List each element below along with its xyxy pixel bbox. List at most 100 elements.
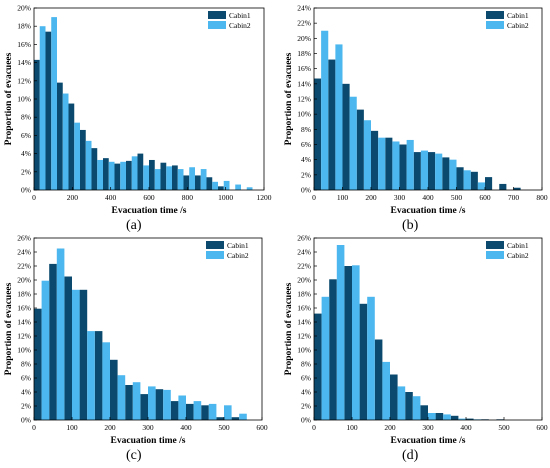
bar-cabin2 xyxy=(102,342,110,420)
y-tick-label: 20% xyxy=(17,4,31,13)
x-tick-label: 300 xyxy=(142,423,154,432)
bar-cabin2 xyxy=(143,165,149,190)
legend-swatch-cabin2 xyxy=(206,251,224,259)
x-tick-label: 1000 xyxy=(218,193,233,202)
bar-cabin2 xyxy=(72,289,80,420)
y-tick-label: 14% xyxy=(297,79,311,88)
x-tick-label: 600 xyxy=(479,193,491,202)
y-tick-label: 22% xyxy=(297,262,311,271)
bar-cabin1 xyxy=(140,394,148,420)
bar-cabin2 xyxy=(367,296,375,420)
y-tick-label: 18% xyxy=(297,290,311,299)
bar-cabin2 xyxy=(193,401,202,420)
legend-label-cabin2: Cabin2 xyxy=(507,21,529,30)
y-tick-label: 2% xyxy=(21,167,31,176)
bar-cabin2 xyxy=(74,122,80,190)
bar-cabin1 xyxy=(91,148,98,190)
y-tick-label: 0% xyxy=(301,186,311,195)
bar-cabin1 xyxy=(513,187,521,190)
y-tick-label: 24% xyxy=(17,248,31,257)
bar-cabin1 xyxy=(216,417,224,420)
x-axis-label: Evacuation time /s xyxy=(391,436,466,446)
bar-cabin1 xyxy=(435,413,444,420)
y-axis-label: Proportion of evacuees xyxy=(4,282,14,375)
bar-cabin1 xyxy=(359,303,368,420)
y-axis-label: Proportion of evacuees xyxy=(284,52,294,145)
legend-label-cabin1: Cabin1 xyxy=(229,11,251,20)
bar-cabin2 xyxy=(463,170,471,190)
legend-label-cabin1: Cabin1 xyxy=(227,241,249,250)
bar-cabin2 xyxy=(336,245,345,420)
bar-cabin2 xyxy=(378,137,386,190)
bar-cabin1 xyxy=(149,159,155,190)
y-tick-label: 14% xyxy=(17,58,31,67)
legend-swatch-cabin1 xyxy=(486,241,504,249)
y-tick-label: 18% xyxy=(17,290,31,299)
bar-cabin1 xyxy=(45,31,52,190)
bar-cabin1 xyxy=(195,175,201,190)
x-tick-label: 100 xyxy=(66,423,78,432)
bar-cabin1 xyxy=(126,160,132,190)
bar-cabin1 xyxy=(137,153,144,190)
y-tick-label: 22% xyxy=(17,262,31,271)
y-tick-label: 2% xyxy=(301,402,311,411)
bar-cabin1 xyxy=(94,331,103,420)
bar-cabin1 xyxy=(466,418,474,420)
bar-cabin2 xyxy=(166,166,172,190)
legend-label-cabin1: Cabin1 xyxy=(507,11,529,20)
bar-cabin1 xyxy=(371,130,379,190)
y-tick-label: 26% xyxy=(17,234,31,243)
legend-label-cabin2: Cabin2 xyxy=(227,251,249,260)
bar-cabin1 xyxy=(80,129,86,190)
bar-cabin2 xyxy=(132,382,141,420)
bar-cabin1 xyxy=(329,279,337,420)
bar-cabin2 xyxy=(85,140,92,190)
bar-cabin2 xyxy=(224,405,232,420)
y-tick-label: 20% xyxy=(297,34,311,43)
x-tick-label: 500 xyxy=(498,423,510,432)
bar-cabin2 xyxy=(428,413,436,420)
y-axis-label: Proportion of evacuees xyxy=(284,282,294,375)
x-tick-label: 600 xyxy=(256,423,268,432)
bar-cabin1 xyxy=(470,171,478,190)
bar-cabin1 xyxy=(64,276,72,420)
bar-cabin2 xyxy=(412,396,421,420)
y-tick-label: 0% xyxy=(21,416,31,425)
y-tick-label: 16% xyxy=(297,64,311,73)
bar-cabin2 xyxy=(39,26,46,191)
x-tick-label: 600 xyxy=(536,423,548,432)
bar-cabin1 xyxy=(314,78,322,190)
bar-cabin2 xyxy=(131,156,138,190)
x-tick-label: 800 xyxy=(182,193,194,202)
y-tick-label: 4% xyxy=(301,155,311,164)
bar-cabin2 xyxy=(41,280,50,420)
x-tick-label: 0 xyxy=(312,423,316,432)
bar-cabin1 xyxy=(231,417,240,420)
bar-cabin2 xyxy=(62,93,69,190)
y-tick-label: 24% xyxy=(297,248,311,257)
legend-swatch-cabin2 xyxy=(486,21,504,29)
y-tick-label: 8% xyxy=(21,360,31,369)
y-tick-label: 22% xyxy=(297,19,311,28)
bar-cabin2 xyxy=(321,296,330,420)
bar-cabin1 xyxy=(442,157,450,190)
y-tick-label: 16% xyxy=(17,304,31,313)
y-tick-label: 16% xyxy=(17,40,31,49)
x-axis-label: Evacuation time /s xyxy=(112,206,187,216)
legend-label-cabin2: Cabin2 xyxy=(229,21,251,30)
bar-cabin2 xyxy=(397,386,406,420)
x-tick-label: 400 xyxy=(422,193,434,202)
y-axis-label: Proportion of evacuees xyxy=(4,52,14,145)
bar-cabin1 xyxy=(34,59,40,191)
bar-cabin2 xyxy=(349,96,357,190)
bar-cabin1 xyxy=(314,313,322,420)
y-tick-label: 14% xyxy=(297,318,311,327)
y-tick-label: 6% xyxy=(21,131,31,140)
y-tick-label: 0% xyxy=(301,416,311,425)
bar-cabin2 xyxy=(352,265,360,420)
x-tick-label: 0 xyxy=(32,193,36,202)
y-tick-label: 20% xyxy=(17,276,31,285)
y-tick-label: 20% xyxy=(297,276,311,285)
bar-cabin2 xyxy=(363,120,371,190)
bar-cabin2 xyxy=(120,161,126,190)
